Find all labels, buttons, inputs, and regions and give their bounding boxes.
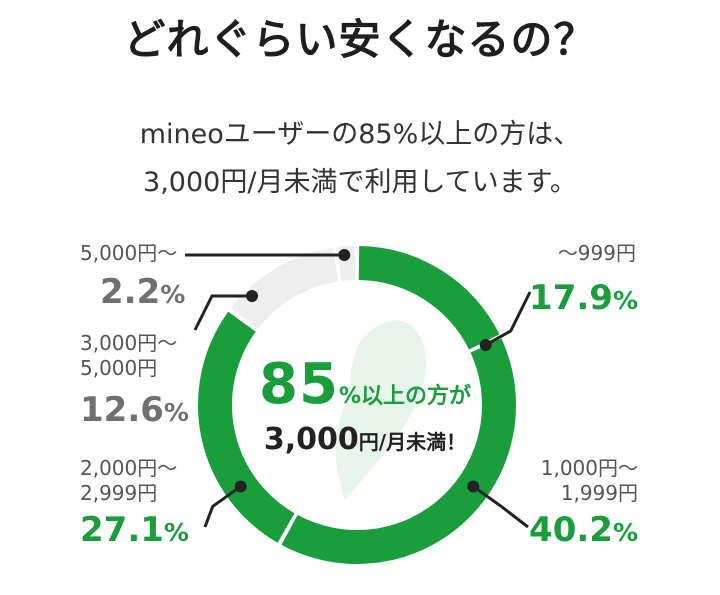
slice-label-2000-2999-line2: 2,999円 (80, 481, 158, 505)
slice-percent-1000-1999: 40.2% (529, 510, 638, 556)
page-title: どれぐらい安くなるの？ (123, 15, 597, 64)
slice-percent-3000-5000: 12.6% (80, 390, 189, 436)
center-line2-suffix: 円/月未満！ (358, 430, 467, 454)
center-small-text: %以上の方が (338, 384, 471, 409)
leader-dot-2000-2999 (234, 480, 247, 493)
slice-unit: % (163, 518, 189, 547)
slice-label-1000-1999-line2: 1,999円 (560, 481, 638, 505)
leader-line-2000-2999 (203, 485, 242, 528)
slice-value: 2.2 (100, 272, 161, 312)
slice-percent-under-999: 17.9% (529, 278, 638, 324)
center-big-number: 85 (259, 352, 339, 417)
leader-dot-under-999 (479, 338, 492, 351)
donut-slice-1000-1999 (281, 338, 516, 564)
slice-percent-2000-2999: 27.1% (80, 510, 189, 556)
center-highlight: 85%以上の方が (250, 352, 480, 417)
center-line2-value: 3,000 (263, 422, 359, 457)
leader-line-3000-5000 (193, 294, 252, 331)
slice-label-1000-1999-line1: 1,000円〜 (540, 456, 638, 480)
slice-label-5000-plus: 5,000円〜 (80, 241, 178, 265)
slice-value: 17.9 (529, 278, 613, 318)
donut-slice-3000-5000 (230, 247, 339, 330)
donut-slice-under-999 (358, 246, 500, 350)
slice-value: 27.1 (80, 510, 164, 550)
lead-text-line1: mineoユーザーの85%以上の方は、 (139, 119, 581, 150)
slice-label-3000-5000-line2: 5,000円 (80, 356, 158, 380)
slice-value: 40.2 (529, 510, 613, 550)
slice-unit: % (612, 286, 638, 315)
decorative-leaf-shape (335, 320, 427, 500)
donut-slice-2000-2999 (198, 311, 295, 543)
slice-unit: % (612, 518, 638, 547)
leader-dot-1000-1999 (467, 480, 480, 493)
slice-unit: % (163, 398, 189, 427)
lead-text-line2: 3,000円/月未満で利用しています。 (143, 167, 577, 198)
donut-slice-5000-plus (337, 246, 356, 281)
slice-unit: % (160, 280, 186, 309)
leader-line-under-999 (484, 291, 532, 347)
leader-dot-5000-plus (338, 249, 351, 261)
leader-dot-3000-5000 (246, 290, 258, 302)
slice-label-under-999: 〜999円 (557, 241, 636, 265)
slice-percent-5000-plus: 2.2% (100, 272, 185, 318)
slice-label-3000-5000-line1: 3,000円〜 (80, 331, 178, 355)
slice-value: 12.6 (80, 390, 164, 430)
leader-line-1000-1999 (472, 485, 529, 529)
center-line2: 3,000円/月未満！ (250, 422, 480, 457)
slice-label-2000-2999-line1: 2,000円〜 (80, 456, 178, 480)
